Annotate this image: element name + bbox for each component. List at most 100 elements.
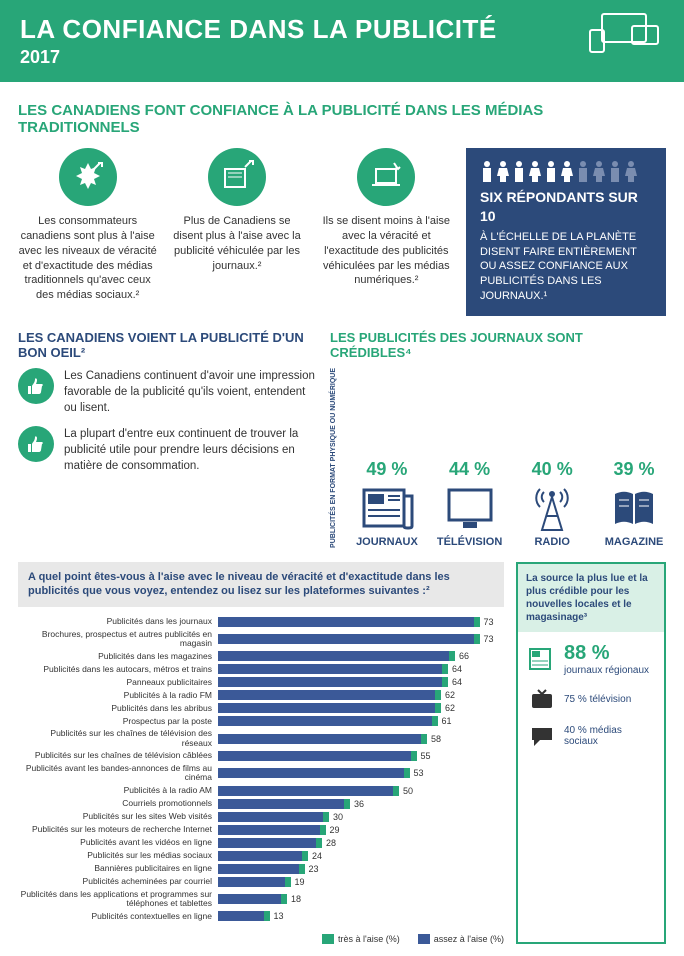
people-icons	[480, 160, 652, 182]
bar-row: Panneaux publicitaires64	[18, 677, 498, 687]
six-body: À L'ÉCHELLE DE LA PLANÈTE DISENT FAIRE E…	[480, 230, 652, 304]
bar-track: 19	[218, 877, 498, 887]
bar-row: Brochures, prospectus et autres publicit…	[18, 630, 498, 649]
side-item-journaux: 88 %journaux régionaux	[528, 642, 654, 676]
bar-value: 53	[414, 768, 424, 778]
bar-label: Publicités acheminées par courriel	[18, 877, 218, 886]
bar-value: 58	[431, 734, 441, 744]
side-box: La source la plus lue et la plus crédibl…	[516, 562, 666, 944]
cred-pct: 49 %	[355, 459, 419, 480]
bar-value: 19	[295, 877, 305, 887]
bar-label: Publicités dans les journaux	[18, 617, 218, 626]
bar-value: 73	[484, 617, 494, 627]
legend-swatch-navy	[418, 934, 430, 944]
bar-row: Prospectus par la poste61	[18, 716, 498, 726]
bar-value: 29	[330, 825, 340, 835]
bar-row: Bannières publicitaires en ligne 23	[18, 864, 498, 874]
bar-row: Publicités avant les vidéos en ligne 28	[18, 838, 498, 848]
cred-label: MAGAZINE	[602, 536, 666, 548]
bar-label: Publicités dans les autocars, métros et …	[18, 665, 218, 674]
bar-row: Courriels promotionnels36	[18, 799, 498, 809]
side-pct: 40 %	[564, 725, 587, 736]
bar-label: Publicités à la radio FM	[18, 691, 218, 700]
icon-row: Les consommateurs canadiens sont plus à …	[18, 148, 666, 316]
icon-block-newspaper: Plus de Canadiens se disent plus à l'ais…	[167, 148, 306, 273]
bar-row: Publicités sur les sites Web visités 30	[18, 812, 498, 822]
bar-track: 61	[218, 716, 498, 726]
tv-icon	[437, 484, 502, 532]
six-box: SIX RÉPONDANTS SUR 10 À L'ÉCHELLE DE LA …	[466, 148, 666, 316]
bar-row: Publicités sur les moteurs de recherche …	[18, 825, 498, 835]
bar-value: 66	[459, 651, 469, 661]
bar-value: 55	[421, 751, 431, 761]
cred-pct: 44 %	[437, 459, 502, 480]
cred-journaux: 49 % JOURNAUX	[355, 459, 419, 548]
page-title: LA CONFIANCE DANS LA PUBLICITÉ	[20, 14, 664, 45]
bar-value: 23	[309, 864, 319, 874]
bar-value: 62	[445, 690, 455, 700]
year: 2017	[20, 47, 664, 68]
bar-row: Publicités contextuelles en ligne13	[18, 911, 498, 921]
bar-label: Publicités avant les vidéos en ligne	[18, 838, 218, 847]
legend-b: assez à l'aise (%)	[434, 934, 504, 944]
thumb-up-icon	[18, 426, 54, 462]
icon-block-laptop: Ils se disent moins à l'aise avec la vér…	[317, 148, 456, 288]
bar-value: 64	[452, 677, 462, 687]
newspaper-up-icon	[208, 148, 266, 206]
bar-label: Brochures, prospectus et autres publicit…	[18, 630, 218, 649]
bar-track: 29	[218, 825, 498, 835]
legend-swatch-green	[322, 934, 334, 944]
chart-legend: très à l'aise (%) assez à l'aise (%)	[18, 934, 504, 944]
bar-value: 28	[326, 838, 336, 848]
thumb-text: Les Canadiens continuent d'avoir une imp…	[64, 368, 318, 416]
vertical-label: PUBLICITÉS EN FORMAT PHYSIQUE OU NUMÉRIQ…	[330, 368, 337, 548]
bar-row: Publicités dans les journaux 73	[18, 617, 498, 627]
bar-value: 30	[333, 812, 343, 822]
bar-label: Publicités sur les chaînes de télévision…	[18, 729, 218, 748]
bar-row: Publicités sur les chaînes de télévision…	[18, 729, 498, 748]
bar-row: Publicités avant les bandes-annonces de …	[18, 764, 498, 783]
bar-label: Publicités sur les médias sociaux	[18, 851, 218, 860]
cred-title: LES PUBLICITÉS DES JOURNAUX SONT CRÉDIBL…	[330, 330, 666, 360]
six-headline: SIX RÉPONDANTS SUR 10	[480, 188, 652, 226]
cred-label: TÉLÉVISION	[437, 536, 502, 548]
bar-track: 66	[218, 651, 498, 661]
side-label: télévision	[590, 694, 632, 705]
side-head: La source la plus lue et la plus crédibl…	[518, 564, 664, 632]
bar-value: 50	[403, 786, 413, 796]
section-title: LES CANADIENS FONT CONFIANCE À LA PUBLIC…	[18, 102, 666, 136]
thumb-text: La plupart d'entre eux continuent de tro…	[64, 426, 318, 474]
side-item-tv: 75 % télévision	[528, 688, 654, 712]
bar-track: 28	[218, 838, 498, 848]
bar-label: Publicités sur les sites Web visités	[18, 812, 218, 821]
cred-label: JOURNAUX	[355, 536, 419, 548]
newspaper-icon	[355, 484, 419, 532]
bar-row: Publicités sur les chaînes de télévision…	[18, 751, 498, 761]
bar-track: 55	[218, 751, 498, 761]
bar-label: Courriels promotionnels	[18, 799, 218, 808]
header: LA CONFIANCE DANS LA PUBLICITÉ 2017	[0, 0, 684, 82]
bar-value: 62	[445, 703, 455, 713]
bar-row: Publicités à la radio AM50	[18, 786, 498, 796]
bar-label: Publicités dans les applications et prog…	[18, 890, 218, 909]
side-pct: 75 %	[564, 694, 587, 705]
block-text: Les consommateurs canadiens sont plus à …	[18, 214, 157, 303]
chart-question: A quel point êtes-vous à l'aise avec le …	[18, 562, 504, 607]
bar-value: 13	[274, 911, 284, 921]
bar-label: Bannières publicitaires en ligne	[18, 864, 218, 873]
bar-track: 18	[218, 894, 498, 904]
bar-track: 36	[218, 799, 498, 809]
bar-track: 53	[218, 768, 498, 778]
laptop-down-icon	[357, 148, 415, 206]
devices-icon	[584, 10, 664, 61]
bar-row: Publicités acheminées par courriel 19	[18, 877, 498, 887]
bar-track: 73	[218, 617, 498, 627]
bar-track: 23	[218, 864, 498, 874]
bar-row: Publicités sur les médias sociaux24	[18, 851, 498, 861]
bar-label: Prospectus par la poste	[18, 717, 218, 726]
cred-magazine: 39 % MAGAZINE	[602, 459, 666, 548]
side-pct: 88 %	[564, 642, 649, 665]
bar-track: 64	[218, 677, 498, 687]
bar-row: Publicités à la radio FM 62	[18, 690, 498, 700]
radio-tower-icon	[520, 484, 584, 532]
